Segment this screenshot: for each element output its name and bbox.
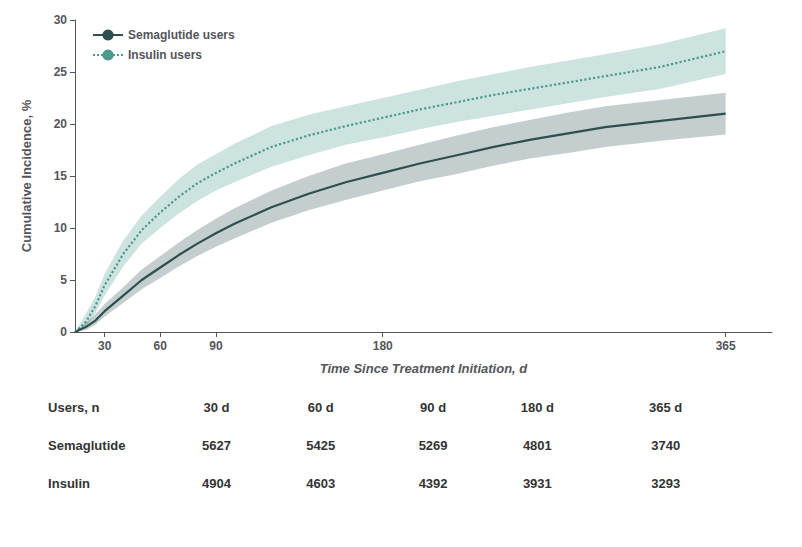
svg-text:Cumulative Incidence, %: Cumulative Incidence, % xyxy=(19,99,34,252)
svg-text:30 d: 30 d xyxy=(204,400,230,415)
svg-text:4392: 4392 xyxy=(419,476,448,491)
svg-text:5269: 5269 xyxy=(419,438,448,453)
svg-text:365: 365 xyxy=(716,339,736,353)
svg-text:5627: 5627 xyxy=(202,438,231,453)
svg-text:15: 15 xyxy=(54,169,68,183)
svg-text:Users, n: Users, n xyxy=(48,400,99,415)
svg-text:5: 5 xyxy=(60,273,67,287)
svg-text:4801: 4801 xyxy=(523,438,552,453)
svg-text:3293: 3293 xyxy=(651,476,680,491)
svg-text:20: 20 xyxy=(54,117,68,131)
svg-text:90: 90 xyxy=(209,339,223,353)
svg-text:0: 0 xyxy=(60,325,67,339)
svg-text:180: 180 xyxy=(373,339,393,353)
svg-text:30: 30 xyxy=(98,339,112,353)
svg-text:60 d: 60 d xyxy=(308,400,334,415)
svg-text:Semaglutide users: Semaglutide users xyxy=(128,28,235,42)
svg-text:60: 60 xyxy=(154,339,168,353)
svg-text:3740: 3740 xyxy=(651,438,680,453)
svg-text:Time Since Treatment Initiatio: Time Since Treatment Initiation, d xyxy=(320,361,529,376)
svg-text:3931: 3931 xyxy=(523,476,552,491)
svg-text:5425: 5425 xyxy=(306,438,335,453)
svg-text:4603: 4603 xyxy=(306,476,335,491)
svg-text:10: 10 xyxy=(54,221,68,235)
svg-text:Semaglutide: Semaglutide xyxy=(48,438,125,453)
svg-text:365 d: 365 d xyxy=(649,400,682,415)
svg-text:4904: 4904 xyxy=(202,476,232,491)
svg-text:Insulin users: Insulin users xyxy=(128,48,202,62)
svg-text:Insulin: Insulin xyxy=(48,476,90,491)
svg-text:90 d: 90 d xyxy=(420,400,446,415)
svg-text:180 d: 180 d xyxy=(521,400,554,415)
svg-text:25: 25 xyxy=(54,65,68,79)
svg-text:30: 30 xyxy=(54,13,68,27)
